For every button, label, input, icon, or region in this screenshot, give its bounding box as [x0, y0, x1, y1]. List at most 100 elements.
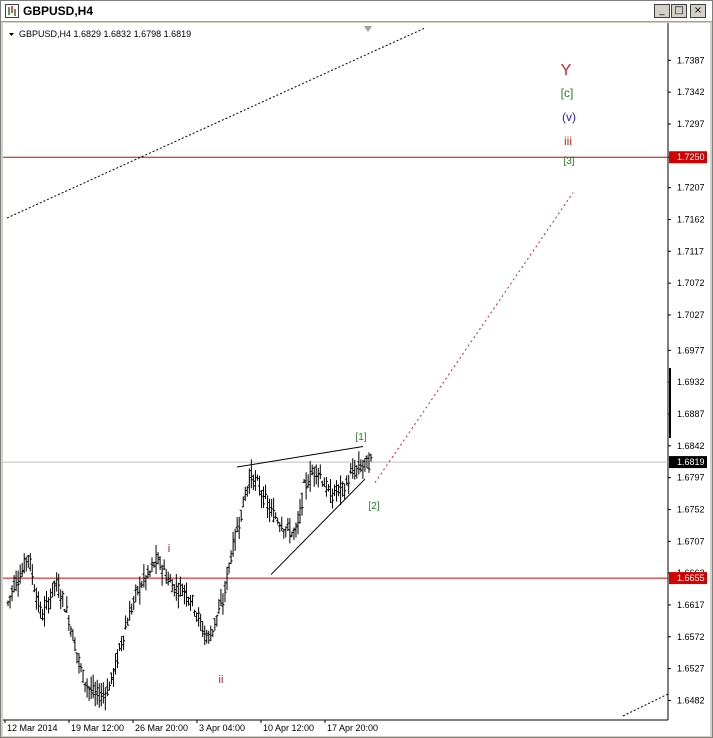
ohlc-bar — [199, 613, 203, 631]
ohlc-bar — [97, 683, 101, 708]
price-tick-label: 1.6797 — [677, 473, 705, 483]
ohlc-bar — [47, 597, 51, 614]
ohlc-bar — [201, 620, 205, 638]
ohlc-bar — [310, 464, 314, 476]
level-price-label: 1.6819 — [677, 457, 705, 467]
ohlc-bar — [367, 452, 371, 473]
price-tick-label: 1.6617 — [677, 600, 705, 610]
time-tick-label: 17 Apr 20:00 — [327, 723, 378, 733]
price-tick-label: 1.6752 — [677, 504, 705, 514]
ohlc-bar — [186, 596, 190, 606]
ohlc-bar — [126, 617, 130, 626]
ohlc-bar — [105, 678, 109, 697]
ohlc-bar — [343, 483, 347, 500]
ohlc-bar — [113, 653, 117, 675]
ohlc-bar — [40, 609, 44, 621]
ohlc-bar — [276, 517, 280, 525]
ohlc-bar — [207, 630, 211, 644]
ohlc-bar — [302, 478, 306, 484]
ohlc-bar — [130, 603, 134, 615]
ohlc-bar — [270, 498, 274, 517]
minimize-button[interactable]: _ — [654, 4, 670, 18]
price-tick-label: 1.7162 — [677, 214, 705, 224]
price-tick-label: 1.7072 — [677, 278, 705, 288]
ohlc-bar — [264, 484, 268, 500]
ohlc-bar — [128, 600, 132, 621]
ohlc-bar — [26, 554, 30, 568]
ohlc-bar — [225, 566, 229, 591]
ohlc-bar — [53, 580, 57, 597]
ohlc-bar — [43, 596, 47, 627]
ohlc-bar — [30, 564, 34, 585]
wave-label: i — [168, 543, 170, 555]
restore-button[interactable]: □ — [671, 4, 687, 18]
ohlc-bar — [61, 590, 65, 608]
ohlc-bar — [160, 564, 164, 586]
restore-icon: □ — [674, 5, 684, 16]
ohlc-bar — [51, 582, 55, 598]
ohlc-bar — [296, 511, 300, 535]
shift-marker-icon[interactable] — [364, 26, 372, 32]
title-bar[interactable]: GBPUSD,H4 _ □ × — [1, 1, 712, 22]
ohlc-bar — [359, 459, 363, 473]
ohlc-bar — [328, 479, 332, 504]
time-tick-label: 3 Apr 04:00 — [199, 723, 245, 733]
ohlc-bar — [332, 484, 336, 497]
ohlc-bar — [213, 618, 217, 631]
ohlc-bar — [91, 674, 95, 699]
price-tick-label: 1.7027 — [677, 310, 705, 320]
ohlc-bar — [339, 475, 343, 506]
ohlc-bar — [180, 583, 184, 597]
ohlc-bar — [178, 576, 182, 597]
ohlc-bar — [65, 596, 69, 613]
ohlc-bar — [221, 593, 225, 615]
ohlc-bar — [24, 556, 28, 572]
ohlc-bar — [223, 580, 227, 603]
ohlc-bar — [83, 682, 87, 693]
chart-app-icon — [5, 4, 19, 18]
ohlc-bar — [12, 575, 16, 593]
ohlc-bar — [215, 614, 219, 627]
close-button[interactable]: × — [690, 4, 706, 18]
chart-area[interactable]: Y [c] (v) iii [3] [1] [2] i ii 1.7387 1.7342 1.729… — [3, 23, 710, 736]
ohlc-bar — [243, 486, 247, 501]
ohlc-bar — [95, 679, 99, 705]
ohlc-bar — [93, 681, 97, 707]
scrollbar-thumb[interactable] — [669, 368, 671, 438]
ohlc-bar — [219, 588, 223, 607]
ohlc-bar — [308, 461, 312, 492]
ohlc-bar — [120, 636, 124, 652]
ohlc-bar — [304, 472, 308, 500]
ohlc-bar — [77, 653, 81, 674]
ohlc-bar — [284, 526, 288, 538]
price-tick-label: 1.6887 — [677, 409, 705, 419]
ohlc-bar — [312, 466, 316, 487]
ohlc-bar — [268, 498, 272, 523]
ohlc-bar — [251, 474, 255, 491]
ohlc-bar — [363, 457, 367, 472]
ohlc-bar — [205, 629, 209, 644]
dropdown-triangle-icon[interactable] — [9, 33, 14, 36]
ohlc-bar — [211, 629, 215, 638]
ohlc-bar — [262, 486, 266, 508]
ohlc-bar — [138, 576, 142, 605]
ohlc-bar — [239, 509, 243, 522]
ohlc-bar — [197, 607, 201, 627]
ohlc-bar — [353, 459, 357, 480]
ohlc-bar — [103, 687, 107, 711]
level-price-label: 1.6655 — [677, 573, 705, 583]
time-tick-label: 12 Mar 2014 — [7, 723, 58, 733]
ohlc-bar — [247, 468, 251, 494]
time-tick-label: 26 Mar 20:00 — [135, 723, 188, 733]
price-chart[interactable]: Y[c](v)iii[3][1][2]iii 1.73871.73421.729… — [3, 23, 710, 736]
ohlc-bar — [57, 573, 61, 598]
ohlc-bar — [347, 474, 351, 495]
ohlc-bar — [59, 589, 63, 610]
ohlc-bar — [349, 463, 353, 475]
ohlc-bar — [6, 600, 10, 607]
ohlc-bar — [233, 528, 237, 551]
ohlc-bar — [365, 455, 369, 469]
ohlc-bar — [144, 575, 148, 591]
ohlc-bar — [172, 584, 176, 597]
ohlc-bar — [69, 626, 73, 637]
